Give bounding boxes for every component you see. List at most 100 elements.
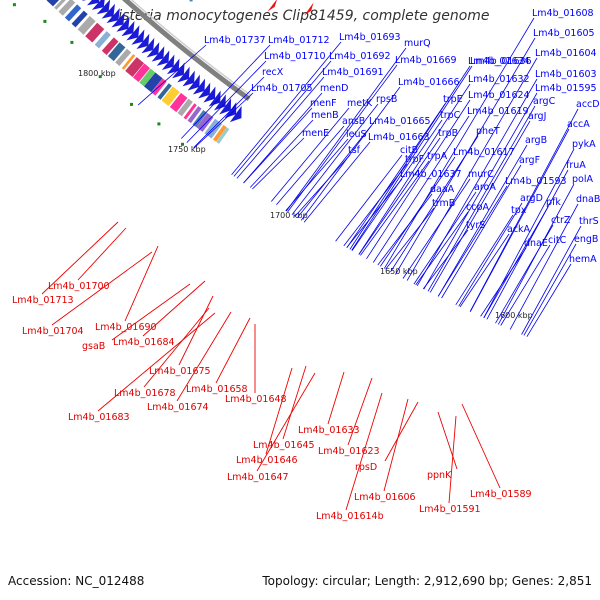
forward-leader-line — [480, 247, 527, 317]
reverse-gene-label: Lm4b_01683 — [68, 412, 130, 423]
forward-gene-arrow — [106, 8, 120, 24]
forward-gene-arrow — [82, 0, 87, 1]
feature-mark — [70, 40, 74, 44]
reverse-gene-label: rpsD — [355, 462, 377, 473]
reverse-leader-line — [142, 280, 206, 337]
forward-leader-line — [343, 163, 408, 247]
forward-gene-label: Lm4b_01663 — [368, 132, 430, 143]
forward-gene-label: thrS — [579, 216, 599, 227]
forward-gene-label: Lm4b_01619 — [467, 106, 529, 117]
forward-gene-label: tsf — [348, 145, 361, 156]
reverse-leader-line — [384, 401, 419, 462]
feature-mark — [130, 102, 133, 106]
forward-leader-line — [413, 191, 477, 285]
reverse-leader-line — [51, 251, 153, 326]
reverse-gene-label: Lm4b_01647 — [227, 472, 289, 483]
forward-leader-line — [303, 141, 371, 223]
forward-leader-line — [360, 160, 430, 256]
forward-gene-arrow — [121, 21, 135, 37]
forward-leader-line — [500, 244, 551, 326]
forward-leader-line — [137, 44, 207, 106]
forward-gene-label: trpC — [440, 110, 461, 121]
forward-gene-label: ansB — [342, 116, 365, 127]
reverse-gene-label: Lm4b_01633 — [298, 425, 360, 436]
forward-leader-line — [236, 76, 325, 179]
forward-leader-line — [509, 203, 579, 330]
forward-gene-label: Lm4b_01710 — [264, 51, 326, 62]
reverse-leader-line — [461, 403, 501, 489]
forward-gene-arrow — [136, 33, 150, 49]
reverse-gene-label: Lm4b_01591 — [419, 504, 481, 515]
forward-gene-label: accD — [576, 99, 600, 110]
forward-leader-line — [415, 211, 469, 286]
forward-gene-label: trpF — [405, 154, 424, 165]
forward-leader-line — [469, 128, 570, 312]
forward-gene-label: Lm4b_01604 — [535, 48, 597, 59]
forward-leader-line — [186, 60, 267, 143]
forward-gene-label: argF — [519, 155, 540, 166]
forward-gene-label: engB — [574, 234, 598, 245]
cog-category-block — [196, 112, 214, 132]
forward-gene-label: Lm4b_01666 — [398, 77, 460, 88]
reverse-gene-label: Lm4b_01648 — [225, 394, 287, 405]
forward-gene-label: Lm4b_01693 — [339, 32, 401, 43]
forward-gene-label: Lm4b_01634 — [468, 56, 530, 67]
forward-gene-label: argC — [533, 96, 556, 107]
reverse-gene-label: ppnK — [427, 470, 452, 481]
forward-leader-line — [459, 233, 510, 308]
forward-gene-label: trmB — [432, 198, 455, 209]
forward-leader-line — [285, 47, 407, 212]
forward-gene-label: metK — [347, 98, 373, 109]
forward-leader-line — [390, 135, 479, 273]
forward-leader-line — [455, 214, 514, 306]
forward-gene-arrow — [187, 74, 200, 91]
reverse-gene-label: Lm4b_01589 — [470, 489, 532, 500]
feature-mark — [181, 142, 184, 146]
reverse-gene-label: Lm4b_01623 — [318, 446, 380, 457]
forward-gene-arrow — [131, 29, 145, 45]
forward-gene-label: pfk — [546, 197, 561, 208]
forward-gene-label: menE — [302, 128, 329, 139]
feature-mark — [43, 19, 47, 23]
cog-category-block — [212, 124, 227, 142]
forward-gene-label: pheT — [476, 126, 500, 137]
forward-gene-arrow — [156, 50, 170, 66]
forward-leader-line — [422, 229, 469, 290]
forward-gene-arrow — [208, 90, 221, 107]
forward-gene-label: dnaE — [524, 238, 548, 249]
forward-leader-line — [231, 41, 342, 176]
reverse-leader-line — [265, 367, 293, 455]
forward-leader-line — [437, 185, 508, 297]
reverse-leader-line — [97, 312, 216, 412]
reverse-leader-line — [178, 295, 214, 366]
forward-leader-line — [294, 154, 351, 217]
forward-leader-line — [385, 207, 435, 270]
cog-category-block — [139, 68, 156, 87]
scale-tick-label: 1650 kbp — [380, 267, 418, 276]
forward-leader-line — [358, 83, 471, 255]
forward-leader-line — [521, 225, 582, 335]
scale-tick-label: 1750 kbp — [168, 145, 206, 154]
forward-gene-label: trpB — [438, 128, 458, 139]
forward-gene-label: menB — [311, 110, 339, 121]
reverse-gene-label: Lm4b_01713 — [12, 295, 74, 306]
forward-gene-arrow — [166, 58, 180, 75]
forward-gene-label: argJ — [528, 111, 546, 122]
feature-mark — [157, 122, 161, 126]
forward-leader-line — [372, 115, 470, 263]
reverse-leader-line — [437, 411, 458, 470]
cog-category-block — [161, 86, 180, 107]
forward-gene-arrow — [161, 54, 175, 70]
forward-leader-line — [243, 107, 313, 184]
forward-gene-label: citC — [548, 235, 567, 246]
cog-category-block — [169, 92, 188, 113]
reverse-leader-line — [111, 283, 191, 341]
reverse-leader-line — [282, 365, 307, 440]
forward-leader-line — [300, 86, 401, 221]
forward-gene-label: citB — [400, 145, 418, 156]
forward-gene-label: accA — [567, 119, 590, 130]
cog-category-block — [216, 127, 230, 144]
forward-gene-label: aroA — [474, 182, 496, 193]
forward-gene-label: trpE — [443, 94, 463, 105]
forward-gene-label: hemA — [569, 254, 597, 265]
